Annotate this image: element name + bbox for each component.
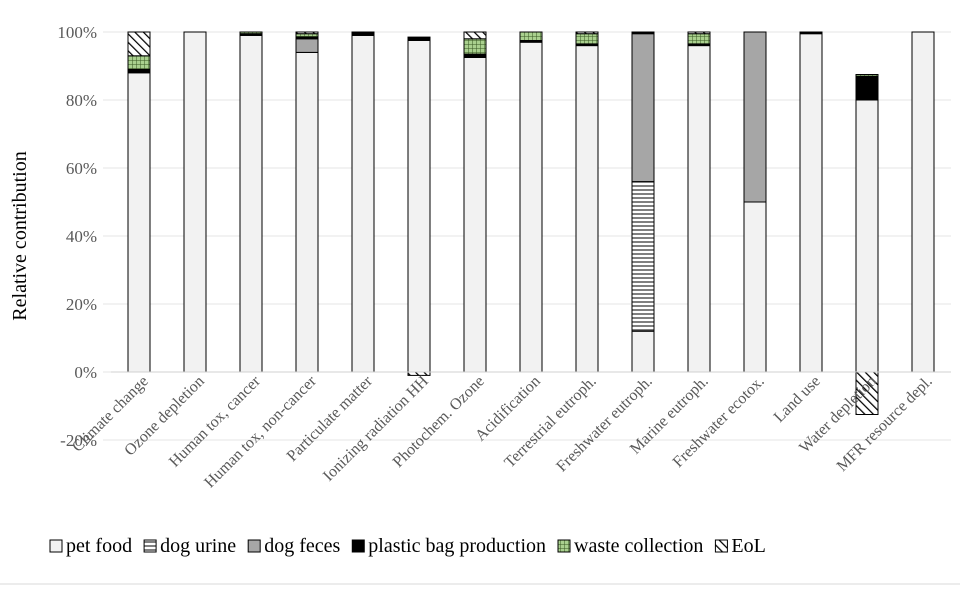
bar-segment	[295, 38, 319, 53]
bar-segment	[127, 72, 151, 373]
bar-segment	[239, 34, 263, 373]
x-tick-label: MFR resource depl.	[834, 373, 936, 475]
bar-segment	[687, 45, 711, 373]
bar-segment	[743, 31, 767, 203]
bar-segment	[687, 33, 711, 45]
legend-swatch	[557, 539, 571, 553]
bar-segment	[575, 31, 599, 35]
x-tick-label: Ionizing radiation HH	[320, 372, 432, 484]
bar-segment	[631, 33, 655, 183]
bar-segment	[407, 36, 431, 41]
bar-segment	[575, 33, 599, 45]
bar-segment	[463, 53, 487, 58]
legend-label: EoL	[731, 535, 765, 557]
bar-segment	[519, 41, 543, 373]
legend-label: dog urine	[160, 535, 236, 557]
y-tick-label: 20%	[66, 295, 97, 314]
bar-segment	[519, 31, 543, 41]
bar-segment	[351, 34, 375, 373]
bar-segment	[463, 57, 487, 373]
bar-segment	[295, 33, 319, 38]
bar-segment	[911, 31, 935, 373]
legend-swatch	[351, 539, 365, 553]
bar-segment	[407, 40, 431, 373]
bar-segment	[351, 31, 375, 36]
bar-segment	[127, 68, 151, 74]
x-tick-label: Land use	[771, 373, 824, 426]
y-tick-label: 80%	[66, 91, 97, 110]
y-tick-label: 60%	[66, 159, 97, 178]
bar-segment	[799, 31, 823, 35]
bar-segment	[631, 330, 655, 373]
bar-segment	[127, 31, 151, 57]
bar-segment	[855, 99, 879, 373]
y-tick-label: 40%	[66, 227, 97, 246]
y-axis-label: Relative contribution	[9, 151, 31, 320]
y-tick-label: 100%	[57, 23, 97, 42]
legend-swatch	[49, 539, 63, 553]
legend-label: plastic bag production	[368, 535, 546, 557]
y-tick-label: -20%	[60, 431, 97, 450]
bar-segment	[295, 51, 319, 373]
bar-segment	[575, 45, 599, 373]
bar-segment	[463, 31, 487, 40]
bar-segment	[295, 31, 319, 35]
bar-segment	[127, 55, 151, 70]
x-tick-label: Freshwater eutroph.	[553, 373, 656, 476]
legend-label: dog feces	[264, 535, 340, 557]
bar-segment	[743, 201, 767, 373]
bar-segment	[855, 74, 879, 77]
bar-segment	[239, 31, 263, 35]
legend-swatch	[714, 539, 728, 553]
legend-label: pet food	[66, 535, 132, 557]
bar-segment	[631, 31, 655, 35]
legend-label: waste collection	[574, 535, 703, 557]
bar-segment	[687, 31, 711, 35]
bar-segment	[799, 33, 823, 373]
bar-segment	[855, 75, 879, 101]
bar-segment	[183, 31, 207, 373]
bar-segment	[463, 38, 487, 55]
bar-segment	[631, 181, 655, 332]
x-tick-label: Human tox, non-cancer	[201, 372, 320, 491]
legend-swatch	[247, 539, 261, 553]
y-tick-label: 0%	[74, 363, 97, 382]
legend-swatch	[143, 539, 157, 553]
